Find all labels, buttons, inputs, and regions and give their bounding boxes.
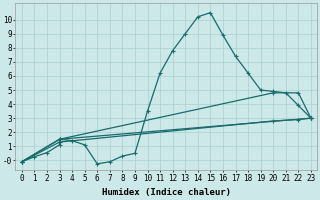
X-axis label: Humidex (Indice chaleur): Humidex (Indice chaleur) bbox=[102, 188, 231, 197]
